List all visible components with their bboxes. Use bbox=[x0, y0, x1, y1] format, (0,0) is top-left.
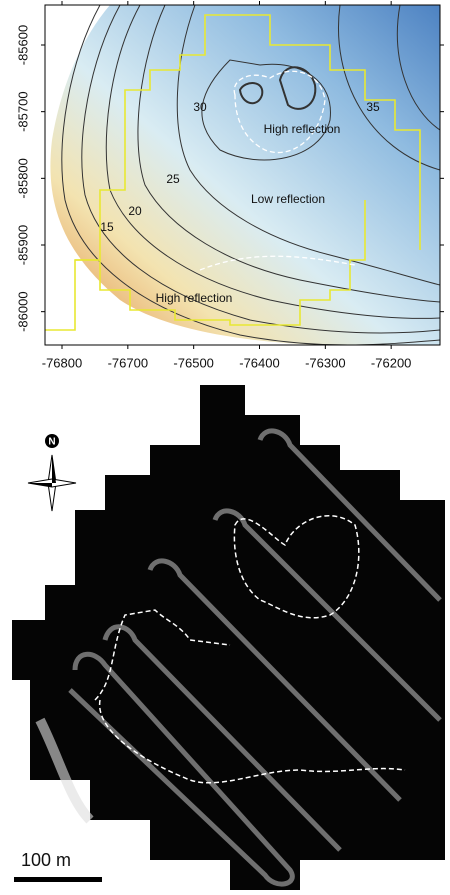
y-tick-label: -85900 bbox=[15, 225, 30, 265]
x-tick-label: -76400 bbox=[239, 355, 279, 370]
map-panel: 30 35 25 20 15 High reflection Low refle… bbox=[45, 5, 440, 346]
contour-label: 25 bbox=[166, 172, 180, 186]
contour-label: 15 bbox=[100, 220, 114, 234]
x-tick-label: -76700 bbox=[108, 355, 148, 370]
scale-bar bbox=[14, 877, 102, 882]
north-label: N bbox=[48, 437, 55, 448]
north-arrow: N bbox=[28, 434, 76, 511]
y-tick-label: -85800 bbox=[15, 158, 30, 198]
sonar-mosaic bbox=[12, 385, 445, 890]
annotation: High reflection bbox=[156, 291, 233, 305]
figure: 30 35 25 20 15 High reflection Low refle… bbox=[0, 0, 450, 890]
x-tick-label: -76200 bbox=[371, 355, 411, 370]
x-tick-label: -76300 bbox=[305, 355, 345, 370]
scale-label: 100 m bbox=[21, 850, 71, 870]
y-tick-label: -85600 bbox=[15, 25, 30, 65]
contour-label: 35 bbox=[366, 100, 380, 114]
annotation: Low reflection bbox=[251, 192, 325, 206]
sonar-panel: N 100 m bbox=[12, 385, 445, 890]
x-tick-label: -76500 bbox=[173, 355, 213, 370]
y-tick-label: -85700 bbox=[15, 91, 30, 131]
y-tick-label: -86000 bbox=[15, 291, 30, 331]
annotation: High reflection bbox=[264, 122, 341, 136]
contour-label: 20 bbox=[128, 204, 142, 218]
contour-label: 30 bbox=[193, 100, 207, 114]
x-tick-label: -76800 bbox=[42, 355, 82, 370]
